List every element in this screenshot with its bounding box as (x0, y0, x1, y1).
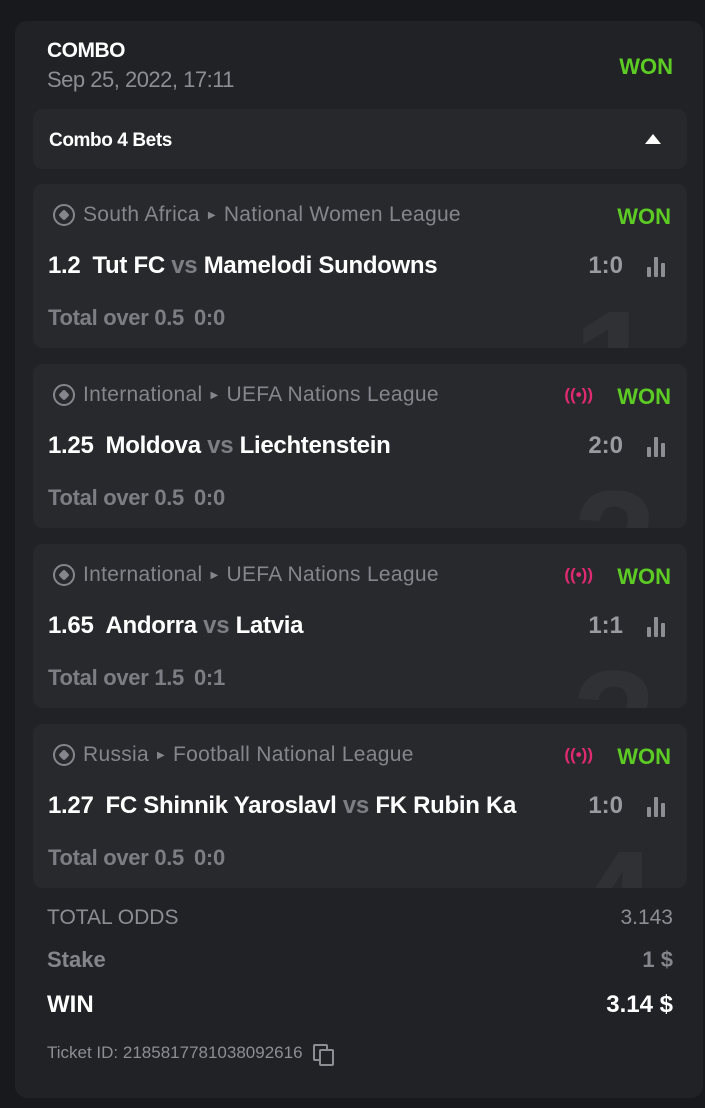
country: International (83, 383, 203, 406)
vs-label: vs (207, 432, 234, 459)
bet-status: WON (617, 204, 671, 229)
country: Russia (83, 743, 149, 766)
home-team: Moldova (105, 432, 202, 459)
win-label: WIN (47, 991, 94, 1018)
win-value: 3.14 $ (606, 991, 673, 1018)
soccer-ball-icon (53, 744, 75, 766)
bet-item[interactable]: 3 International ▶ UEFA Nations League ((•)… (33, 544, 687, 708)
vs-label: vs (171, 252, 198, 279)
bet-status: WON (617, 564, 671, 589)
bet-item[interactable]: 1 South Africa ▶ National Women League WON… (33, 184, 687, 348)
away-team: Mamelodi Sundowns (203, 252, 438, 279)
stats-icon[interactable] (647, 797, 665, 817)
match-line: 1.25 Moldova vs Liechtenstein (48, 432, 568, 460)
match-line: 1.2 Tut FC vs Mamelodi Sundowns (48, 252, 568, 280)
market-score: 0:1 (194, 665, 225, 690)
bet-number: 3 (573, 648, 656, 708)
league: Football National League (173, 743, 414, 766)
away-team: Latvia (235, 612, 304, 639)
total-odds-label: TOTAL ODDS (47, 906, 179, 929)
league: UEFA Nations League (226, 383, 439, 406)
odd: 1.2 (48, 252, 81, 279)
bet-ticket-card: COMBO Sep 25, 2022, 17:11 WON Combo 4 Be… (15, 21, 703, 1098)
market: Total over 0.5 (48, 485, 184, 510)
chevron-right-icon: ▶ (207, 209, 216, 221)
ticket-status: WON (619, 54, 673, 79)
market-line: Total over 0.5 0:0 (48, 485, 225, 511)
market: Total over 1.5 (48, 665, 184, 690)
stake-value: 1 $ (642, 947, 673, 972)
stats-icon[interactable] (647, 437, 665, 457)
home-team: Andorra (105, 612, 198, 639)
combo-label: Combo 4 Bets (49, 130, 172, 151)
bet-status: WON (617, 384, 671, 409)
collapse-triangle-icon[interactable] (645, 134, 661, 144)
total-odds-row: TOTAL ODDS 3.143 (47, 906, 673, 930)
total-odds-value: 3.143 (620, 906, 673, 929)
bet-type-title: COMBO (47, 39, 126, 62)
stats-icon[interactable] (647, 257, 665, 277)
market-score: 0:0 (194, 845, 225, 870)
country: South Africa (83, 203, 200, 226)
market-score: 0:0 (194, 305, 225, 330)
market-score: 0:0 (194, 485, 225, 510)
copy-icon[interactable] (312, 1044, 334, 1066)
bet-date: Sep 25, 2022, 17:11 (47, 67, 235, 92)
match-line: 1.65 Andorra vs Latvia (48, 612, 568, 640)
market: Total over 0.5 (48, 305, 184, 330)
ticket-id-value: 2185817781038092616 (122, 1043, 303, 1062)
live-broadcast-icon: ((•)) (564, 745, 593, 764)
away-team: Liechtenstein (239, 432, 391, 459)
bet-number: 4 (573, 828, 656, 888)
win-row: WIN 3.14 $ (47, 991, 673, 1019)
bet-number: 1 (573, 288, 656, 348)
league-path[interactable]: South Africa ▶ National Women League (53, 203, 461, 227)
away-team: FK Rubin Ka (375, 792, 517, 819)
country: International (83, 563, 203, 586)
soccer-ball-icon (53, 564, 75, 586)
league-path[interactable]: International ▶ UEFA Nations League (53, 563, 439, 587)
stake-row: Stake 1 $ (47, 947, 673, 973)
vs-label: vs (342, 792, 369, 819)
stats-icon[interactable] (647, 617, 665, 637)
league-path[interactable]: Russia ▶ Football National League (53, 743, 414, 767)
odd: 1.27 (48, 792, 94, 819)
ticket-label: Ticket ID: (47, 1043, 119, 1062)
match-score: 1:0 (588, 792, 623, 819)
chevron-right-icon: ▶ (157, 749, 165, 761)
combo-toggle[interactable]: Combo 4 Bets (33, 109, 687, 169)
match-score: 2:0 (588, 432, 623, 459)
market-line: Total over 0.5 0:0 (48, 845, 225, 871)
market: Total over 0.5 (48, 845, 184, 870)
bet-item[interactable]: 4 Russia▶Football National League ((•)) … (33, 724, 687, 888)
bet-item[interactable]: 2 International ▶ UEFA Nations League ((•)… (33, 364, 687, 528)
vs-label: vs (203, 612, 230, 639)
match-score: 1:1 (588, 612, 623, 639)
live-broadcast-icon: ((•)) (564, 565, 593, 584)
league: UEFA Nations League (226, 563, 439, 586)
soccer-ball-icon (53, 204, 75, 226)
chevron-right-icon: ▶ (210, 569, 219, 581)
match-score: 1:0 (588, 252, 623, 279)
market-line: Total over 1.5 0:1 (48, 665, 225, 691)
home-team: FC Shinnik Yaroslavl (105, 792, 337, 819)
soccer-ball-icon (53, 384, 75, 406)
live-broadcast-icon: ((•)) (564, 385, 593, 404)
bet-number: 2 (573, 468, 656, 528)
ticket-id: Ticket ID: 2185817781038092616 (47, 1043, 334, 1066)
odd: 1.65 (48, 612, 94, 639)
chevron-right-icon: ▶ (210, 389, 219, 401)
odd: 1.25 (48, 432, 94, 459)
league-path[interactable]: International ▶ UEFA Nations League (53, 383, 439, 407)
bet-status: WON (617, 744, 671, 769)
match-line: 1.27 FC Shinnik Yaroslavl vs FK Rubin Ka (48, 792, 568, 820)
stake-label: Stake (47, 947, 106, 972)
market-line: Total over 0.5 0:0 (48, 305, 225, 331)
home-team: Tut FC (92, 252, 165, 279)
league: National Women League (223, 203, 461, 226)
